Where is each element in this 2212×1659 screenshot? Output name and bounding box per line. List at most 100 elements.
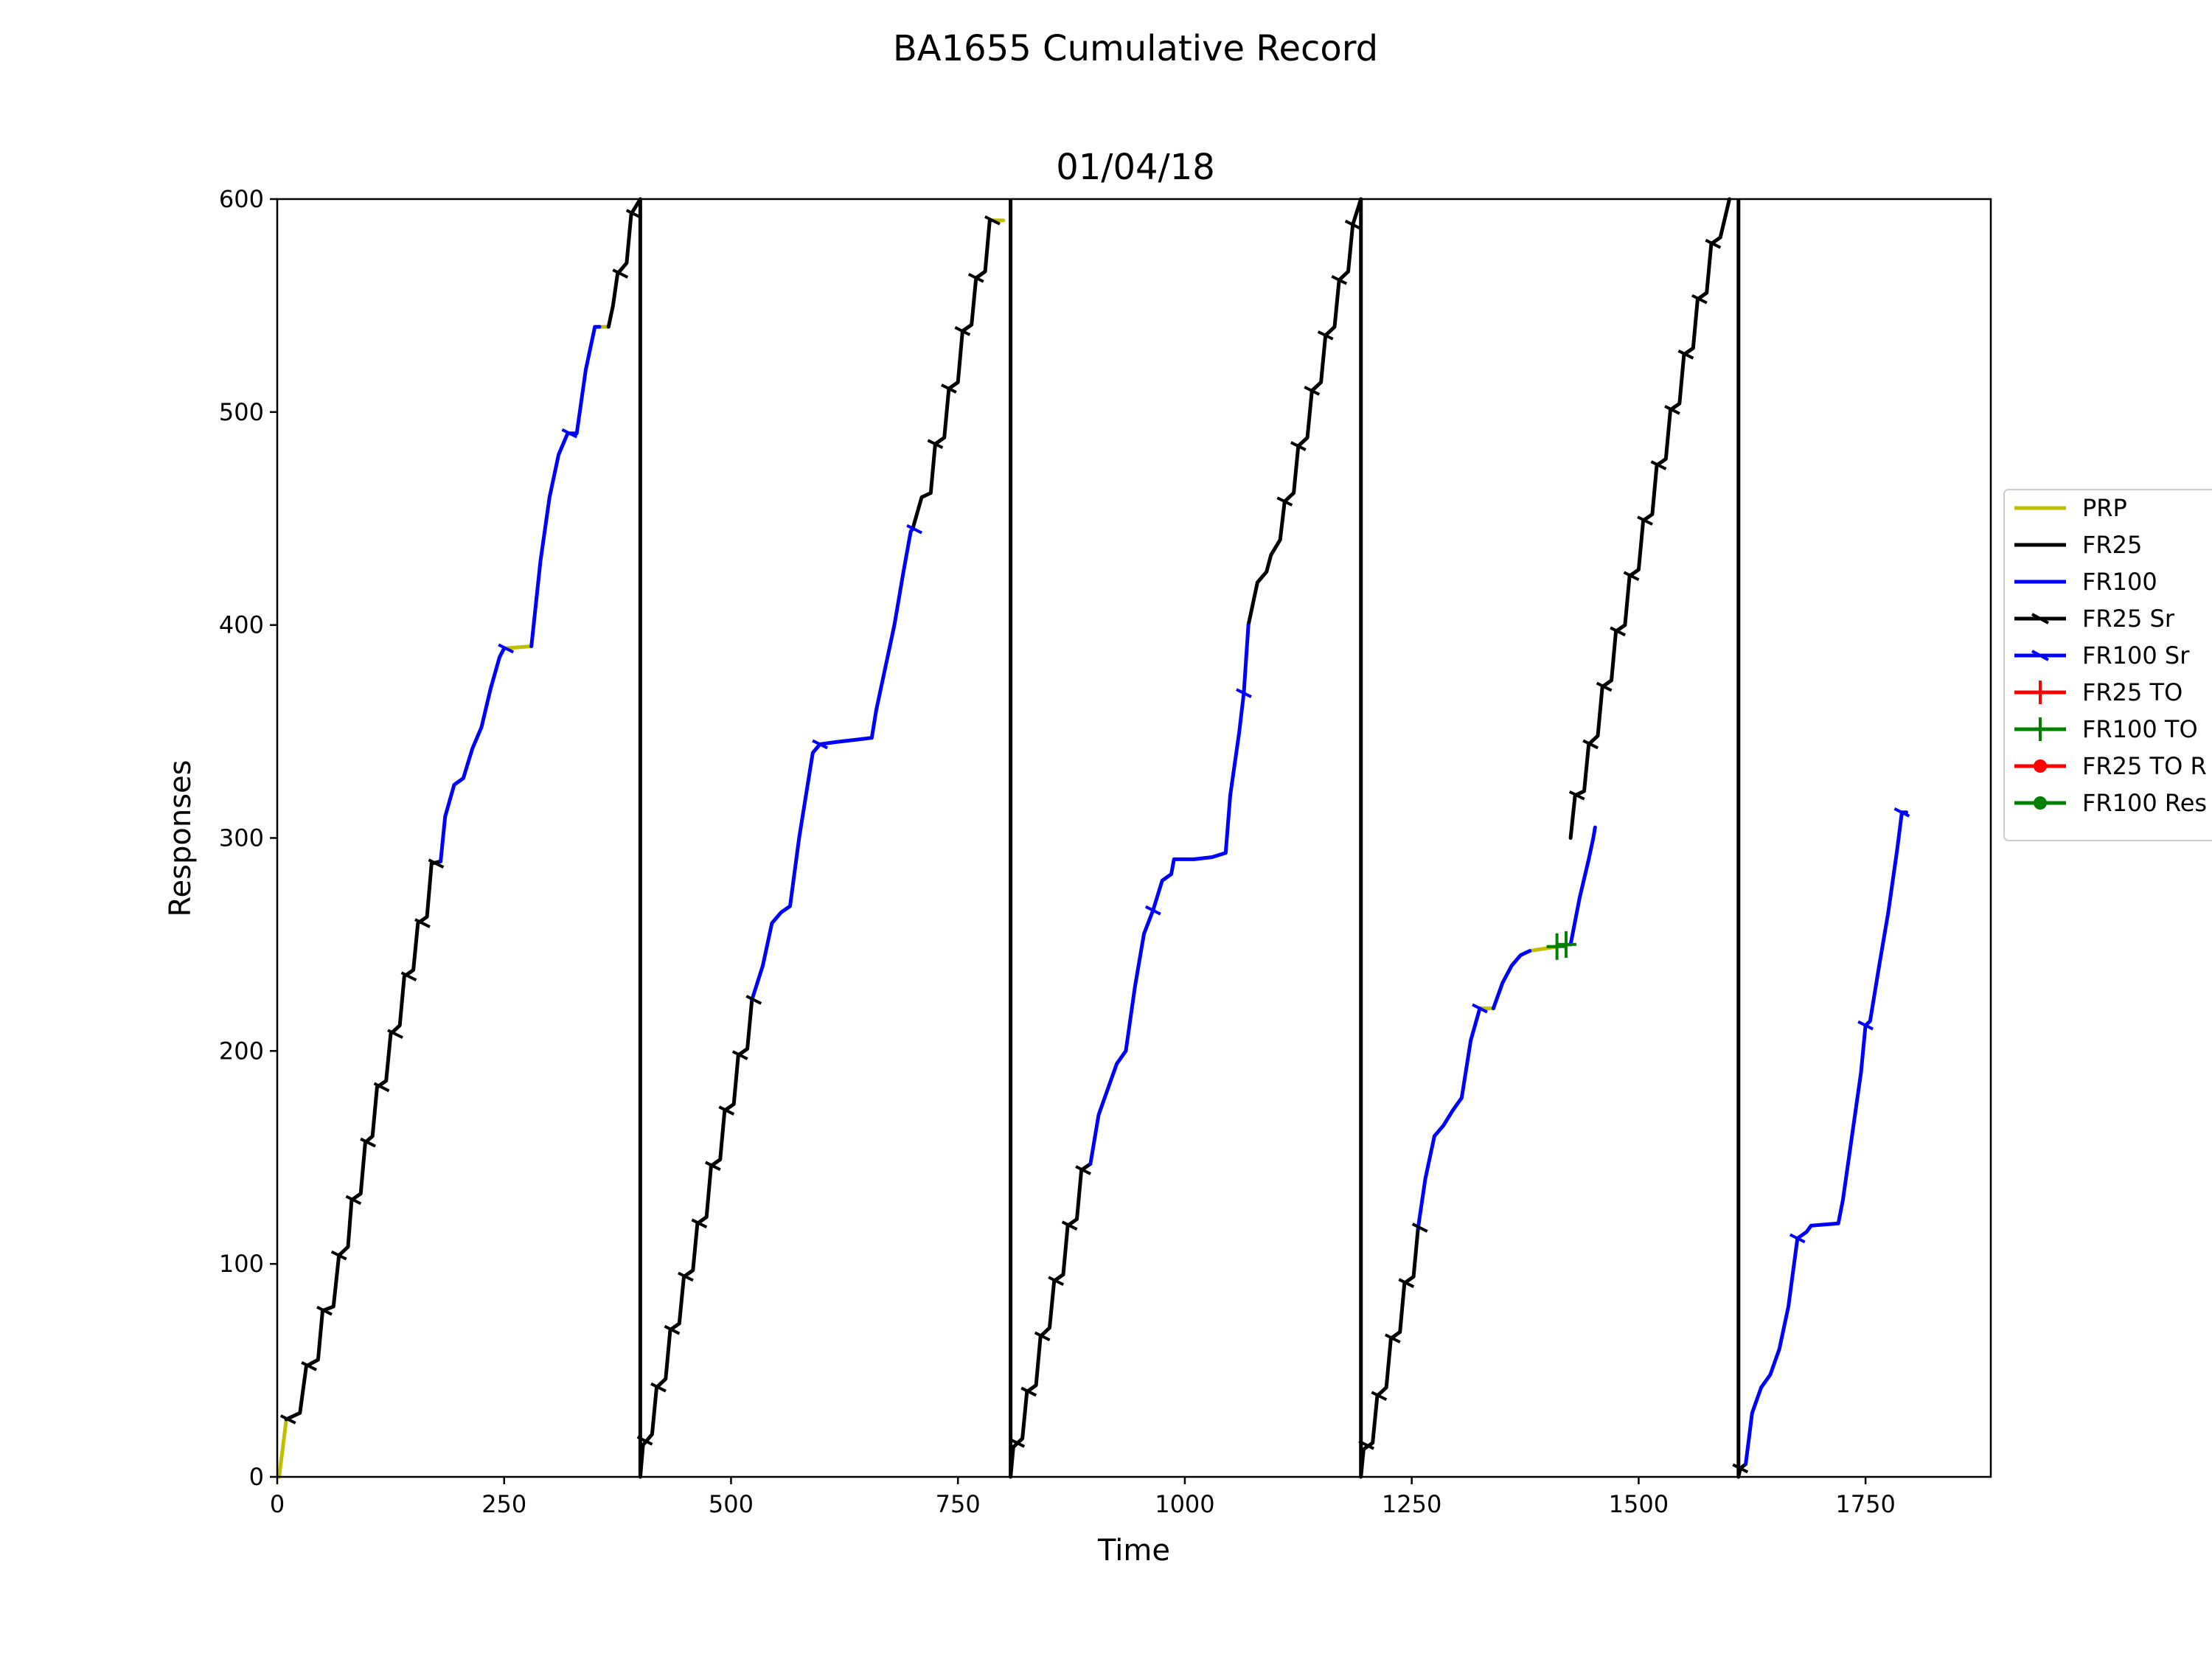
legend-label: PRP [2082, 494, 2127, 522]
fr25-sr-marker-32 [1061, 1220, 1078, 1231]
y-tick-label-100: 100 [219, 1250, 264, 1278]
legend-item-fr100-sr: FR100 Sr [2014, 641, 2190, 669]
legend-label: FR25 TO [2082, 678, 2183, 706]
x-tick-label-1750: 1750 [1835, 1490, 1895, 1518]
fr25-sr-marker-13 [625, 209, 642, 220]
fr25-sr-marker-47 [1596, 681, 1613, 692]
fr25-sr-marker-19 [704, 1161, 721, 1172]
fr25-sr-marker-26 [967, 273, 984, 283]
legend-tick-marker [2031, 650, 2049, 661]
y-tick-label-600: 600 [219, 185, 264, 213]
fr25-sr-marker-27 [984, 215, 1001, 226]
series-fr100-segment-4 [1088, 623, 1251, 1166]
fr100-sr-marker-5 [1144, 905, 1161, 916]
fr25-sr-marker-1 [279, 1414, 296, 1425]
fr25-sr-marker-48 [1610, 626, 1626, 637]
x-tick-label-250: 250 [481, 1490, 526, 1518]
y-axis-label: Responses [164, 760, 198, 917]
fr25-sr-marker-17 [678, 1271, 694, 1282]
fr25-sr-marker-35 [1290, 441, 1307, 451]
x-tick-label-750: 750 [936, 1490, 981, 1518]
axes-frame [276, 198, 1992, 1478]
series-fr25-segment-3 [638, 998, 754, 1479]
fr100-sr-marker-3 [812, 739, 828, 750]
fr25-sr-marker-34 [1276, 496, 1293, 507]
fr25-sr-marker-53 [1677, 349, 1694, 360]
fr25-sr-marker-24 [940, 383, 957, 394]
fr100-sr-marker-9 [1857, 1020, 1874, 1031]
legend-item-fr25-to: FR25 TO [2014, 678, 2183, 706]
series-fr25-segment-4 [911, 218, 992, 532]
legend-item-fr25: FR25 [2014, 531, 2142, 559]
series-fr25-segment-5 [1009, 1161, 1093, 1479]
y-tick-label-500: 500 [219, 398, 264, 426]
legend-box [2003, 489, 2212, 841]
fr25-sr-marker-39 [1344, 219, 1361, 230]
series-prp-segment-2 [502, 644, 534, 650]
series-fr25-segment-1 [284, 859, 443, 1422]
fr25-sr-marker-28 [1009, 1437, 1026, 1448]
fr100-to-marker-2 [1555, 931, 1576, 958]
x-axis-label: Time [1097, 1534, 1170, 1568]
fr25-sr-marker-15 [650, 1382, 667, 1393]
x-tick-label-500: 500 [709, 1490, 754, 1518]
fr25-sr-marker-43 [1398, 1278, 1415, 1288]
legend-item-fr25-to-r: FR25 TO R [2014, 752, 2207, 780]
fr100-sr-marker-8 [1789, 1233, 1806, 1244]
fr25-sr-marker-50 [1637, 515, 1653, 526]
x-tick-label-1500: 1500 [1609, 1490, 1669, 1518]
fr25-sr-marker-25 [954, 326, 971, 336]
fr25-sr-marker-36 [1304, 386, 1321, 396]
series-fr100-segment-2 [529, 324, 602, 648]
fr100-sr-marker-1 [498, 643, 515, 654]
fr25-sr-marker-10 [414, 918, 431, 928]
y-tick-label-300: 300 [219, 824, 264, 852]
series-fr25-segment-7 [1359, 1225, 1420, 1479]
fr25-sr-marker-37 [1317, 330, 1334, 341]
fr25-sr-marker-29 [1020, 1386, 1037, 1397]
legend-label: FR100 [2082, 568, 2157, 596]
fr25-sr-marker-23 [927, 439, 944, 449]
y-tick-label-200: 200 [219, 1037, 264, 1065]
x-tick-label-1000: 1000 [1155, 1490, 1214, 1518]
plot-area [277, 197, 1910, 1479]
legend-item-fr25-sr: FR25 Sr [2014, 605, 2175, 633]
fr25-sr-marker-49 [1623, 571, 1640, 582]
series-fr100-segment-3 [750, 527, 915, 1002]
fr100-sr-marker-10 [1893, 807, 1910, 818]
fr25-sr-marker-45 [1568, 790, 1585, 801]
y-tick-label-400: 400 [219, 611, 264, 639]
series-fr25-segment-6 [1246, 197, 1363, 627]
series-fr100-segment-6 [1491, 949, 1532, 1011]
fr25-sr-marker-33 [1075, 1165, 1091, 1175]
legend-item-fr100-res: FR100 Res [2014, 789, 2207, 817]
fr25-sr-marker-5 [345, 1194, 362, 1206]
series-fr100-segment-5 [1416, 1006, 1482, 1230]
series-fr25-segment-8 [1568, 197, 1731, 840]
series-fr100-segment-7 [1568, 825, 1597, 947]
legend-label: FR100 TO [2082, 715, 2198, 743]
series-fr100-segment-1 [439, 646, 507, 863]
legend-dot-marker [2034, 796, 2047, 810]
legend-dot-marker [2034, 759, 2047, 773]
figure-suptitle: BA1655 Cumulative Record [893, 28, 1378, 69]
fr100-sr-marker-6 [1236, 688, 1252, 698]
fr25-sr-marker-46 [1582, 739, 1599, 750]
fr100-sr-marker-4 [906, 524, 923, 535]
fr25-sr-marker-6 [360, 1137, 376, 1148]
fr25-sr-marker-4 [330, 1250, 347, 1261]
legend-label: FR25 [2082, 531, 2142, 559]
fr25-sr-marker-2 [301, 1361, 317, 1371]
fr25-sr-marker-31 [1048, 1276, 1065, 1287]
fr25-sr-marker-16 [664, 1324, 681, 1335]
fr25-sr-marker-40 [1358, 1439, 1375, 1450]
legend-tick-marker [2031, 613, 2049, 625]
fr25-sr-marker-42 [1384, 1333, 1401, 1344]
fr25-sr-marker-7 [373, 1082, 390, 1093]
fr100-to-marker-1 [1546, 933, 1568, 960]
fr25-sr-marker-3 [316, 1305, 333, 1316]
series-fr25-segment-2 [606, 197, 642, 329]
legend-item-fr100-to: FR100 TO [2014, 715, 2198, 743]
x-axis: 0 250 500 750 1000 1250 1500 1750 [270, 1477, 1896, 1518]
